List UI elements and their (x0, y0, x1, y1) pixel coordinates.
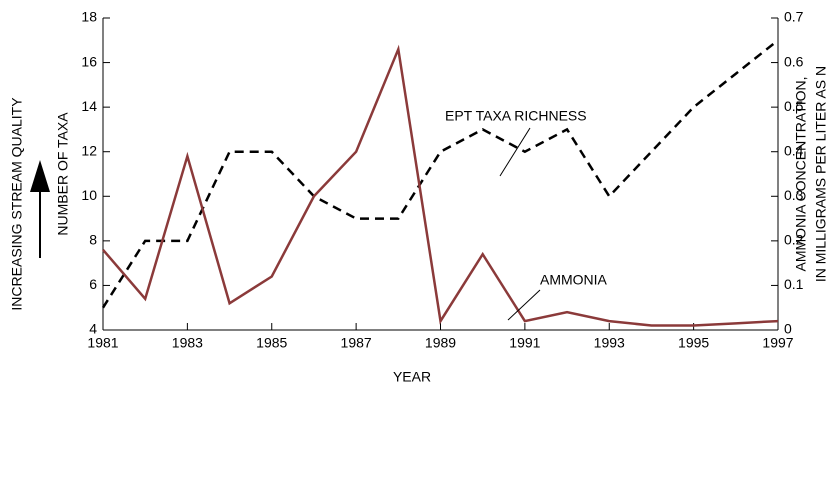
x-axis-label: YEAR (393, 369, 431, 385)
y2-tick-label: 0.3 (784, 187, 804, 203)
x-tick-label: 1985 (256, 335, 287, 351)
y2-tick-label: 0 (784, 321, 792, 337)
y-tick-label: 12 (81, 142, 97, 158)
x-tick-label: 1989 (425, 335, 456, 351)
y2-tick-label: 0.4 (784, 142, 804, 158)
series-line (101, 39, 779, 309)
y-tick-label: 4 (89, 321, 97, 337)
series-annotation: AMMONIA (540, 272, 608, 288)
y2-axis-label: AMMONIA CONCENTRATION, (793, 77, 809, 272)
y-tick-label: 16 (81, 53, 97, 69)
y2-tick-label: 0.6 (784, 53, 804, 69)
series-line (102, 44, 779, 327)
x-tick-label: 1995 (678, 335, 709, 351)
leader-line (507, 289, 541, 321)
y2-tick-label: 0.7 (784, 9, 804, 25)
y2-tick-label: 0.5 (784, 98, 804, 114)
y2-tick-label: 0.1 (784, 276, 804, 292)
x-tick-label: 1983 (172, 335, 203, 351)
arrow-head (30, 160, 50, 192)
y-tick-label: 18 (81, 9, 97, 25)
y-tick-label: 10 (81, 187, 97, 203)
x-tick-label: 1997 (762, 335, 793, 351)
x-tick-label: 1991 (509, 335, 540, 351)
y2-tick-label: 0.2 (784, 232, 804, 248)
x-tick-label: 1987 (341, 335, 372, 351)
y2-axis-label: IN MILLIGRAMS PER LITER AS N (813, 66, 829, 282)
x-tick-label: 1981 (87, 335, 118, 351)
y-tick-label: 6 (89, 276, 97, 292)
y-axis-label: NUMBER OF TAXA (55, 112, 71, 236)
y-tick-label: 8 (89, 232, 97, 248)
x-tick-label: 1993 (594, 335, 625, 351)
y-tick-label: 14 (81, 98, 97, 114)
y-annotation: INCREASING STREAM QUALITY (9, 97, 25, 311)
series-annotation: EPT TAXA RICHNESS (445, 108, 587, 124)
leader-line (499, 127, 531, 177)
